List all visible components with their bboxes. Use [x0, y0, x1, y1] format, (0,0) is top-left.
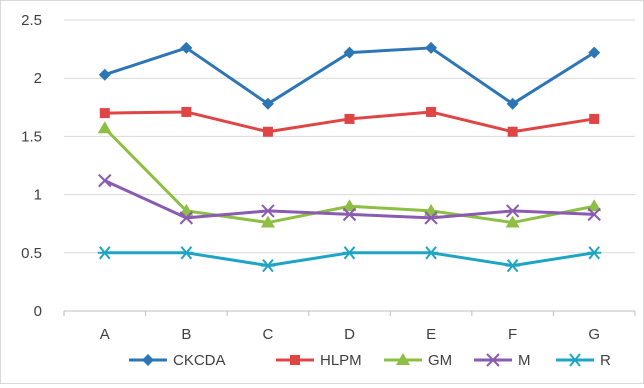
y-tick-label: 2.5 [21, 12, 42, 29]
legend-marker [396, 353, 410, 365]
data-point-m [179, 211, 194, 225]
legend-marker [486, 353, 500, 367]
data-point-r [424, 246, 439, 260]
data-point-ckcda [261, 97, 274, 110]
data-point-m [261, 204, 275, 218]
x-tick-label: E [426, 326, 436, 343]
y-tick-label: 2 [34, 70, 42, 87]
data-point-r [97, 246, 112, 260]
data-point-hlpm [426, 106, 437, 117]
data-point-ckcda [98, 68, 111, 81]
data-point-r [505, 258, 520, 273]
legend-marker [568, 353, 582, 367]
x-tick-label: D [344, 326, 355, 343]
legend-label: R [600, 352, 611, 369]
data-point-gm [260, 215, 275, 228]
data-point-hlpm [99, 108, 110, 119]
data-point-gm [342, 199, 357, 212]
data-point-r [260, 258, 275, 273]
data-point-m [505, 204, 520, 218]
data-point-ckcda [343, 46, 356, 59]
data-point-gm [97, 121, 112, 134]
legend-item-m: M [474, 352, 531, 369]
legend-marker [290, 355, 300, 365]
x-tick-label: G [588, 326, 600, 343]
legend-item-r: R [556, 352, 611, 369]
data-point-hlpm [262, 126, 273, 137]
data-point-m [424, 211, 438, 225]
x-tick-label: B [181, 326, 191, 343]
data-point-hlpm [589, 113, 600, 124]
legend-label: HLPM [320, 352, 362, 369]
y-tick-label: 1 [34, 187, 42, 204]
legend-marker [142, 354, 154, 366]
data-point-m [98, 173, 112, 188]
legend-label: CKCDA [173, 352, 226, 369]
legend-item-hlpm: HLPM [276, 352, 362, 369]
legend-item-gm: GM [384, 352, 452, 369]
data-point-hlpm [507, 126, 518, 137]
legend-label: GM [428, 352, 452, 369]
data-point-gm [587, 199, 602, 212]
data-point-ckcda [506, 97, 519, 110]
data-point-m [342, 207, 357, 222]
data-point-ckcda [588, 46, 601, 59]
data-point-r [342, 246, 357, 260]
data-point-gm [179, 203, 194, 216]
x-tick-label: F [508, 326, 517, 343]
data-point-gm [424, 203, 439, 216]
data-point-hlpm [181, 106, 192, 117]
legend-label: M [518, 352, 531, 369]
x-tick-label: A [100, 326, 110, 343]
x-tick-label: C [263, 326, 274, 343]
data-point-r [179, 246, 194, 260]
data-point-r [587, 246, 602, 260]
data-point-ckcda [180, 41, 193, 54]
y-tick-label: 1.5 [21, 128, 42, 145]
data-point-m [587, 207, 601, 222]
y-tick-label: 0.5 [21, 245, 42, 262]
data-point-ckcda [425, 41, 438, 54]
legend-item-ckcda: CKCDA [129, 352, 226, 369]
series-line-r [104, 251, 595, 268]
y-tick-label: 0 [34, 303, 42, 320]
data-point-hlpm [344, 113, 355, 124]
data-point-gm [505, 215, 520, 228]
